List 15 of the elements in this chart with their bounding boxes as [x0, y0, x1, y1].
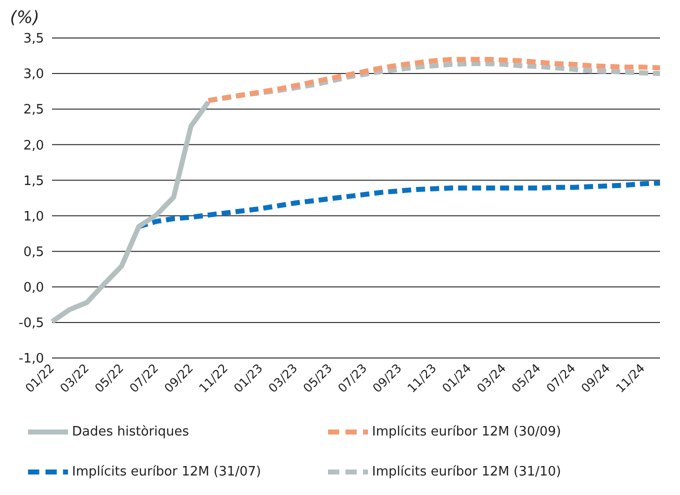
- y-tick-label: 3,0: [23, 67, 44, 82]
- y-axis-title: (%): [9, 8, 40, 30]
- legend-label: Implícits euríbor 12M (31/10): [372, 464, 562, 480]
- y-tick-label: 0,0: [23, 280, 44, 296]
- y-tick-label: 2,0: [23, 138, 44, 154]
- y-tick-label: -1,0: [18, 352, 44, 367]
- legend-label: Implícits euríbor 12M (31/07): [72, 464, 262, 480]
- y-tick-label: 1,5: [23, 174, 44, 189]
- y-tick-label: 1,0: [23, 209, 44, 224]
- legend-label: Dades històriques: [72, 424, 190, 440]
- legend-label: Implícits euríbor 12M (30/09): [372, 424, 562, 440]
- y-tick-label: -0,5: [18, 316, 44, 332]
- y-tick-label: 2,5: [23, 102, 44, 118]
- y-tick-label: 3,5: [23, 32, 44, 47]
- y-tick-label: 0,5: [23, 244, 44, 260]
